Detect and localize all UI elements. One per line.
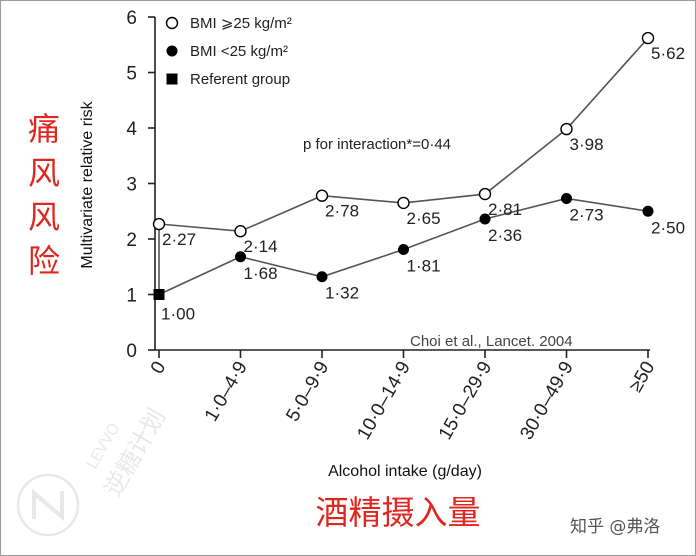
y-axis-label-cn-char: 险 — [28, 242, 60, 280]
x-tick-label: 15·0–29·9 — [435, 358, 496, 444]
legend-filled-square-icon — [166, 73, 178, 85]
data-label: 1·00 — [161, 305, 195, 324]
y-tick-label: 2 — [126, 230, 137, 251]
series-markers — [152, 31, 655, 300]
x-tick-label: 10·0–14·9 — [353, 358, 414, 444]
data-label: 2·50 — [651, 218, 685, 237]
data-label: 5·62 — [651, 44, 685, 63]
axes — [154, 17, 650, 351]
data-label: 1·68 — [244, 264, 278, 283]
legend-item-referent: Referent group — [190, 71, 290, 88]
legend-filled-circle-icon — [166, 45, 178, 57]
point-bmi-high — [234, 225, 247, 238]
source-citation: Choi et al., Lancet. 2004 — [410, 333, 573, 350]
y-axis-label: Multivariate relative risk — [79, 100, 96, 268]
x-tick-label: 30·0–49·9 — [516, 358, 577, 444]
point-bmi-low — [235, 251, 246, 263]
y-axis-label-cn-char: 风 — [28, 198, 60, 236]
legend-open-circle-icon — [165, 16, 179, 30]
y-tick-label: 4 — [126, 119, 137, 140]
point-bmi-low — [398, 244, 409, 256]
point-bmi-low — [316, 271, 328, 283]
y-tick-label: 5 — [126, 64, 137, 85]
watermark-brand-cn: 逆糖计划 — [99, 404, 171, 501]
data-labels: 2·27 2·14 2·78 2·65 2·81 3·98 5·62 1·68 1·32 1·81… — [161, 44, 685, 323]
x-axis-label: Alcohol intake (g/day) — [328, 463, 482, 480]
point-bmi-high — [641, 31, 655, 45]
data-label: 2·27 — [162, 230, 196, 249]
x-tick-label: 1·0–4·9 — [201, 358, 252, 425]
point-bmi-low — [561, 192, 572, 204]
y-axis-label-cn-char: 风 — [28, 154, 60, 192]
y-tick-label: 1 — [126, 286, 137, 307]
x-tick-label: ≥50 — [625, 358, 659, 396]
data-label: 2·81 — [488, 200, 522, 219]
point-bmi-high — [478, 187, 492, 201]
y-tick-label: 3 — [126, 175, 137, 196]
x-tick-label: 0 — [147, 358, 170, 378]
interaction-annotation: p for interaction*=0·44 — [303, 136, 451, 153]
legend-item-bmi-low: BMI <25 kg/m² — [190, 43, 288, 60]
point-bmi-high — [152, 217, 166, 231]
point-bmi-low — [479, 213, 491, 225]
point-bmi-low — [642, 205, 654, 217]
point-referent — [153, 289, 165, 300]
y-tick-label: 0 — [126, 341, 137, 362]
y-tick-label: 6 — [126, 8, 137, 29]
watermark: LEVVO 逆糖计划 — [16, 404, 171, 537]
point-bmi-high — [315, 189, 329, 202]
x-axis-label-cn: 酒精摄入量 — [316, 493, 481, 532]
point-bmi-high — [560, 122, 573, 136]
point-bmi-high — [397, 196, 410, 210]
legend-item-bmi-high: BMI ⩾25 kg/m² — [190, 15, 292, 32]
data-label: 3·98 — [570, 135, 604, 154]
watermark-credit: 知乎 @弗洛 — [570, 517, 660, 537]
data-label: 2·78 — [325, 202, 359, 221]
x-tick-label: 5·0–9·9 — [282, 358, 333, 425]
watermark-logo-icon — [16, 473, 80, 537]
data-label: 2·36 — [488, 226, 522, 245]
y-axis-label-cn: 痛风风险 — [28, 110, 60, 280]
legend: BMI ⩾25 kg/m² BMI <25 kg/m² Referent gro… — [165, 15, 292, 88]
data-label: 2·73 — [570, 205, 604, 224]
data-label: 1·32 — [325, 284, 359, 303]
data-label: 2·65 — [407, 209, 441, 228]
y-axis-label-cn-char: 痛 — [28, 110, 60, 148]
x-ticks: 0 1·0–4·9 5·0–9·9 10·0–14·9 15·0–29·9 30·0–49… — [147, 350, 659, 444]
data-label: 2·14 — [244, 237, 278, 256]
data-label: 1·81 — [407, 257, 441, 276]
y-ticks: 0 1 2 3 4 5 6 — [126, 8, 155, 362]
